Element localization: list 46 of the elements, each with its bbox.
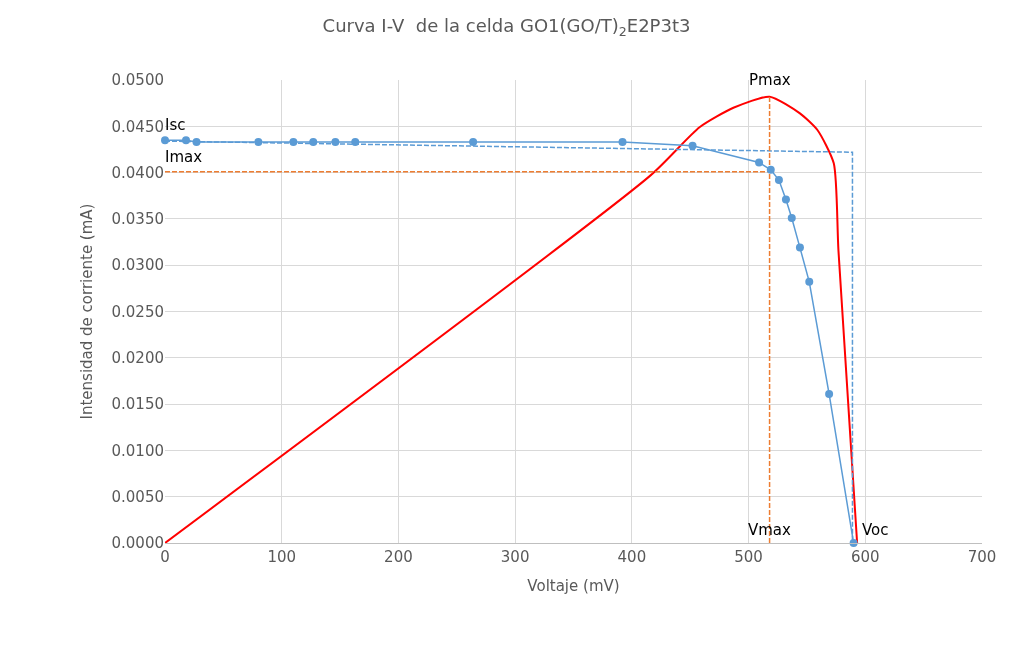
point <box>795 243 804 252</box>
point <box>469 138 478 147</box>
point <box>192 138 201 147</box>
point <box>309 138 318 147</box>
y-tick-label: 0.0350 <box>111 210 164 229</box>
x-tick-label: 600 <box>850 548 880 566</box>
y-tick-label: 0.0450 <box>111 117 164 136</box>
x-tick-label: 700 <box>967 548 997 566</box>
point <box>787 213 796 222</box>
annotation: Voc <box>862 521 889 539</box>
x-tick-label: 200 <box>384 548 413 566</box>
point <box>774 176 783 185</box>
point <box>849 539 858 547</box>
point <box>161 136 169 145</box>
point <box>182 136 191 145</box>
annotation: Imax <box>165 148 203 166</box>
chart-title: Curva I-V de la celda GO1(GO/T)$_{2}$E2P3t3 <box>322 15 691 39</box>
y-tick-label: 0.0150 <box>111 395 164 414</box>
x-axis-title: Voltaje (mV) <box>527 577 620 595</box>
annotation: Isc <box>165 116 186 134</box>
y-tick-label: 0.0200 <box>111 349 164 368</box>
point <box>331 138 340 147</box>
x-tick-label: 500 <box>734 548 763 566</box>
point <box>351 138 360 147</box>
point <box>289 138 298 147</box>
annotation: Vmax <box>748 521 792 539</box>
point <box>766 165 775 174</box>
x-tick-label: 300 <box>500 548 530 566</box>
annotation: Pmax <box>749 71 791 89</box>
x-tick-label: 0 <box>160 548 170 566</box>
x-tick-label: 400 <box>617 548 647 566</box>
x-tick-label: 100 <box>267 548 297 566</box>
y-tick-label: 0.0400 <box>111 163 164 182</box>
y-tick-label: 0.0050 <box>111 487 164 506</box>
point <box>805 277 814 286</box>
point <box>781 195 790 204</box>
point <box>254 138 263 147</box>
y-tick-label: 0.0100 <box>111 441 164 460</box>
y-tick-label: 0.0250 <box>111 302 164 321</box>
y-tick-label: 0.0300 <box>111 256 164 275</box>
y-axis-title: Intensidad de corriente (mA) <box>77 203 96 420</box>
point <box>618 138 627 147</box>
y-tick-label: 0.0500 <box>111 71 164 90</box>
point <box>688 141 697 150</box>
point <box>825 389 834 398</box>
point <box>755 158 764 167</box>
